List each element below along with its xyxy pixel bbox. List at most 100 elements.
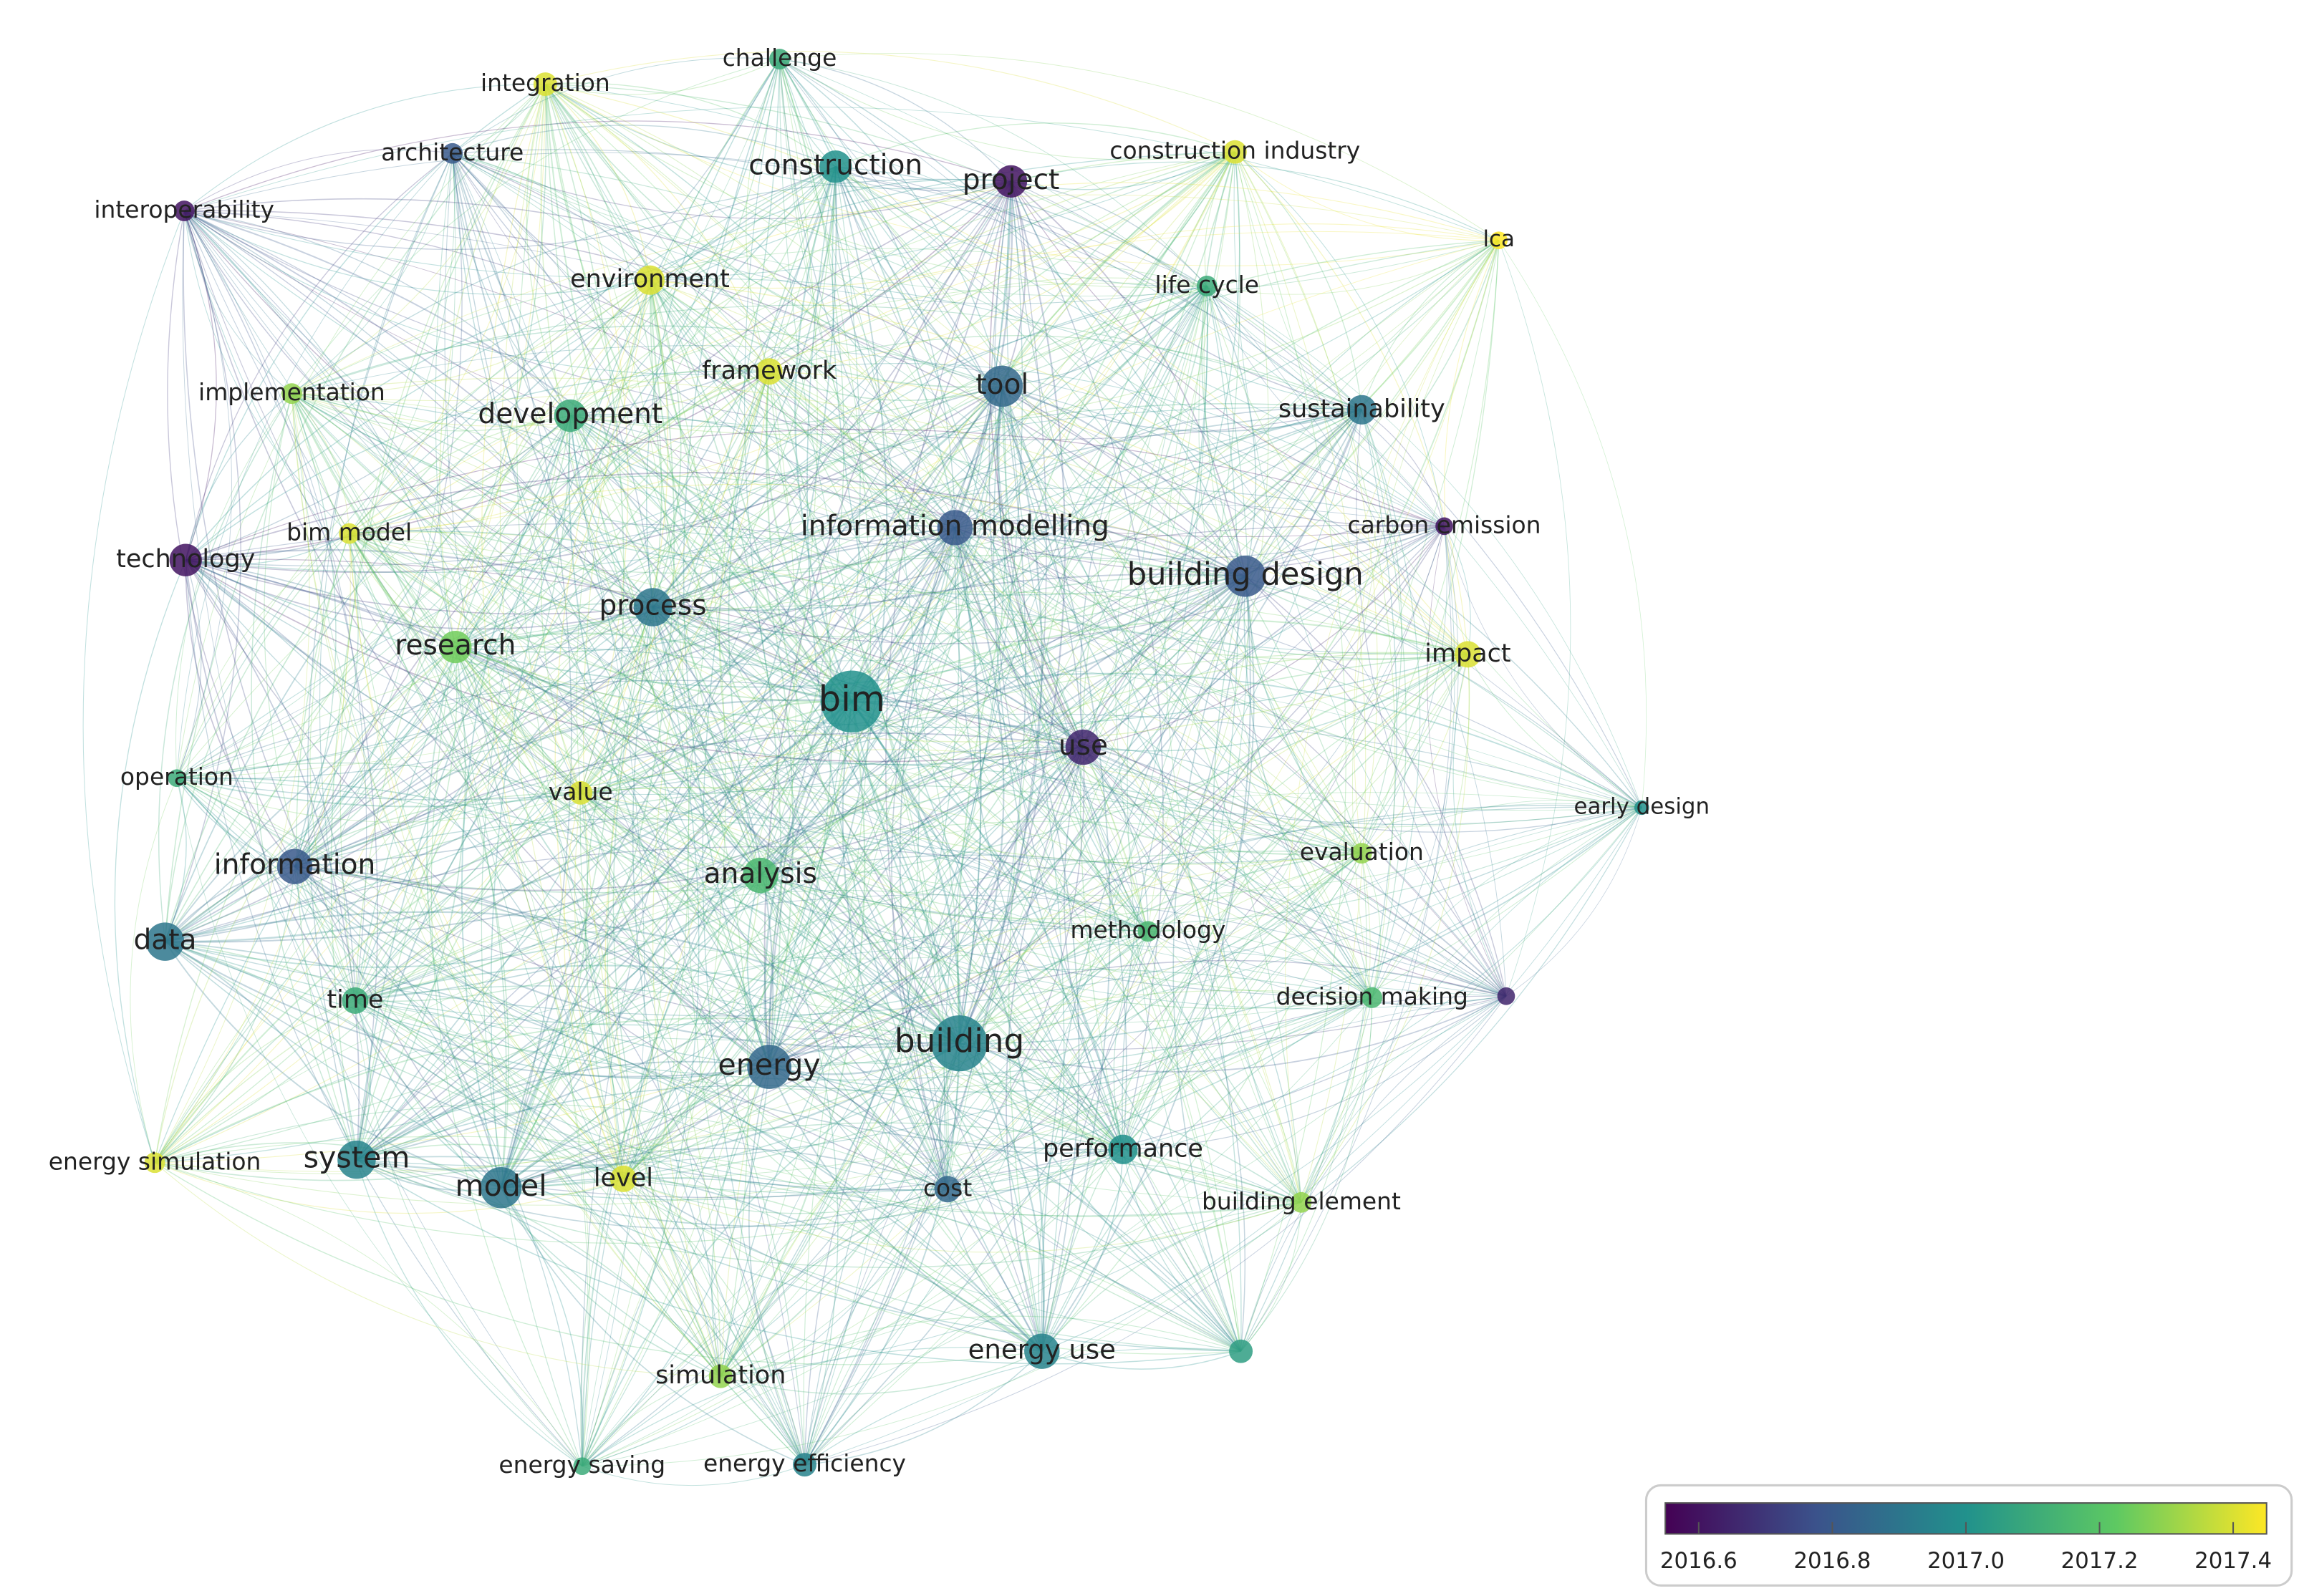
edge: [720, 386, 1007, 1377]
edge: [779, 59, 1468, 655]
edge: [580, 166, 837, 793]
edge: [291, 279, 650, 395]
edge: [804, 997, 1372, 1465]
edge: [580, 409, 1362, 793]
edge: [291, 178, 1011, 395]
edge: [164, 941, 501, 1189]
edge: [622, 386, 1003, 1180]
edge: [760, 409, 1362, 876]
edge: [1164, 286, 1302, 1203]
edge: [1234, 151, 1396, 998]
edge: [355, 606, 653, 1001]
edge: [582, 1189, 948, 1467]
edge: [349, 533, 591, 1466]
edge: [947, 807, 1642, 1190]
edge: [1041, 1149, 1124, 1352]
edge: [1082, 747, 1149, 932]
edge: [154, 866, 296, 1164]
edge: [1240, 997, 1373, 1352]
edge: [1115, 286, 1208, 932]
edge: [540, 84, 761, 876]
edge: [576, 59, 780, 793]
edge: [1301, 853, 1371, 1203]
edge: [1444, 526, 1642, 808]
edge: [545, 84, 770, 372]
edge: [954, 527, 1005, 1044]
edge: [769, 1062, 1302, 1204]
edge: [544, 84, 853, 702]
edge: [349, 533, 805, 1466]
edge: [1372, 654, 1470, 998]
edge: [569, 151, 1235, 417]
edge: [165, 941, 806, 1466]
edge: [294, 527, 955, 867]
edge: [1001, 385, 1246, 577]
edge: [154, 943, 1507, 1164]
edge: [652, 606, 960, 1045]
edge: [1041, 576, 1251, 1352]
edge: [582, 1066, 770, 1467]
edge: [176, 777, 960, 1044]
edge: [544, 84, 1642, 808]
edge: [426, 647, 502, 1189]
edge: [355, 997, 1372, 1091]
edge: [623, 995, 1507, 1194]
edge: [954, 151, 1235, 528]
edge: [183, 211, 217, 561]
edge: [768, 1066, 1242, 1352]
edge: [176, 407, 1362, 779]
edge: [1122, 853, 1362, 1150]
edge: [176, 503, 1445, 779]
edge: [154, 606, 654, 1164]
node: [1497, 987, 1515, 1005]
edge: [349, 409, 1362, 574]
edge: [569, 415, 1124, 1150]
edge: [580, 749, 1362, 854]
edge: [452, 153, 1499, 296]
edge: [501, 746, 1084, 1189]
edge: [155, 654, 1468, 1164]
edge: [185, 559, 1372, 998]
edge: [1122, 576, 1255, 1150]
edge: [452, 153, 1149, 932]
edge: [582, 1347, 1042, 1467]
edge: [954, 527, 1149, 932]
node: [168, 769, 186, 788]
edge: [501, 1066, 770, 1189]
edge: [1206, 286, 1468, 655]
edge: [958, 386, 1043, 1044]
edge: [164, 211, 241, 942]
edge: [185, 279, 650, 561]
node-label: building: [895, 1022, 1024, 1060]
node-label: level: [594, 1164, 653, 1192]
node: [819, 150, 852, 183]
colorbar-tick-label: 2017.4: [2194, 1548, 2272, 1574]
edge: [779, 59, 1235, 160]
edge: [835, 166, 1011, 192]
edge: [355, 151, 1235, 1001]
edge: [294, 866, 583, 1466]
edge: [164, 533, 350, 942]
edge: [768, 575, 1246, 1068]
edge: [958, 930, 1149, 1044]
edge: [1008, 151, 1235, 1352]
edge: [183, 211, 502, 1189]
edge: [307, 153, 453, 1160]
edge: [185, 523, 1642, 808]
edge: [947, 240, 1500, 1189]
edge: [748, 1066, 806, 1465]
edge: [355, 746, 1084, 1002]
edge: [760, 807, 1642, 925]
edge: [349, 533, 948, 1190]
edge: [947, 654, 1469, 1190]
edge: [947, 1189, 1242, 1352]
edge: [164, 778, 187, 942]
edge: [294, 866, 356, 1001]
edge: [185, 472, 1246, 577]
node: [609, 1165, 637, 1192]
edge: [852, 240, 1500, 702]
edge: [760, 526, 1445, 876]
edge: [455, 632, 852, 702]
edge: [185, 533, 350, 566]
